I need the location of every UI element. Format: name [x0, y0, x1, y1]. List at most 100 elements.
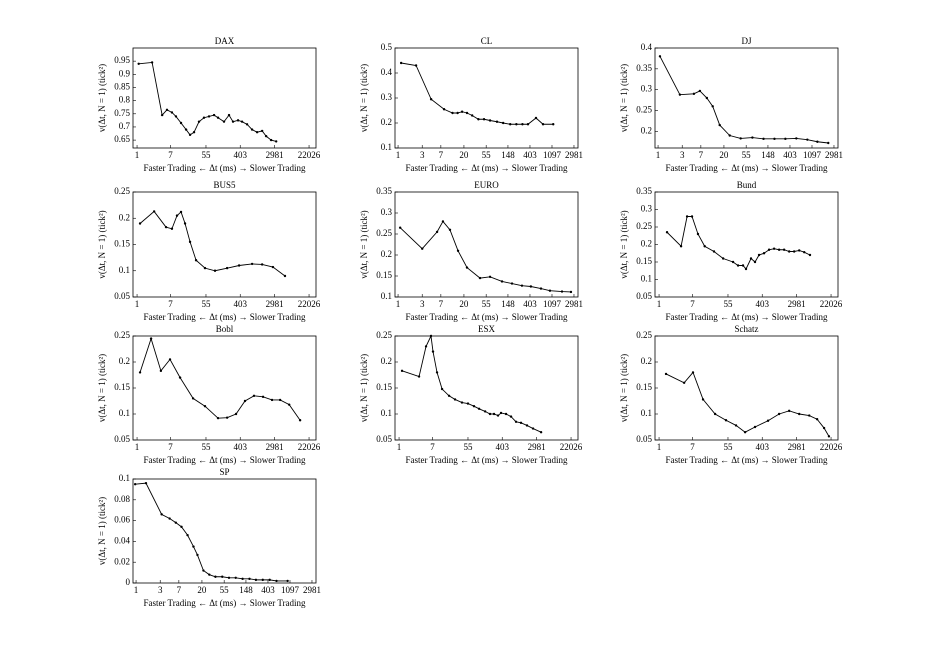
series-line — [399, 220, 571, 293]
x-tick-label: 22026 — [298, 299, 321, 309]
x-tick-label: 55 — [742, 150, 752, 160]
data-point — [213, 269, 217, 272]
data-point — [203, 405, 207, 408]
x-tick-label: 2981 — [565, 150, 583, 160]
y-tick-label: 0.2 — [641, 125, 652, 135]
x-tick-label: 55 — [201, 150, 211, 160]
y-tick-label: 0.75 — [114, 108, 130, 118]
data-point — [159, 369, 163, 373]
data-point — [216, 416, 220, 420]
data-point — [398, 226, 402, 229]
x-axis-label: Faster Trading ← Δt (ms) → Slower Tradin… — [665, 163, 828, 173]
panel-title: SP — [219, 467, 229, 477]
data-point — [138, 222, 142, 225]
x-axis-label: Faster Trading ← Δt (ms) → Slower Tradin… — [665, 312, 828, 322]
data-point — [165, 108, 169, 112]
data-point — [231, 120, 235, 123]
x-tick-label: 403 — [233, 299, 247, 309]
data-point — [808, 253, 812, 257]
data-point — [751, 136, 754, 139]
x-tick-label: 403 — [495, 442, 509, 452]
data-point — [260, 263, 264, 266]
y-tick-label: 0.2 — [381, 117, 392, 127]
y-tick-label: 0.3 — [641, 84, 653, 94]
y-tick-label: 0.25 — [376, 330, 392, 340]
x-tick-label: 403 — [523, 299, 537, 309]
x-tick-label: 3 — [420, 299, 425, 309]
x-tick-label: 2981 — [788, 299, 806, 309]
data-point — [160, 513, 163, 516]
data-point — [202, 116, 206, 119]
y-tick-label: 0.15 — [636, 256, 652, 266]
data-point — [274, 140, 278, 143]
axes-frame — [132, 47, 317, 149]
data-point — [144, 481, 148, 485]
data-point — [749, 257, 753, 260]
x-tick-label: 1 — [656, 150, 661, 160]
data-point — [772, 247, 776, 250]
data-point — [225, 416, 229, 419]
x-tick-label: 3 — [420, 150, 425, 160]
panel-title: DAX — [215, 36, 235, 46]
y-tick-label: 0.15 — [114, 239, 130, 249]
y-axis-label: v(Δt, N = 1) (tick²) — [619, 354, 629, 422]
data-point — [777, 248, 781, 251]
y-tick-label: 0.85 — [114, 82, 130, 92]
x-tick-label: 22026 — [820, 442, 843, 452]
y-tick-label: 0.3 — [381, 207, 393, 217]
data-point — [250, 262, 254, 266]
y-tick-label: 0.15 — [376, 382, 392, 392]
panel-title: Schatz — [735, 324, 759, 334]
data-point — [798, 249, 801, 252]
x-axis-label: Faster Trading ← Δt (ms) → Slower Tradin… — [665, 455, 828, 465]
data-point — [753, 260, 757, 264]
data-point — [180, 525, 183, 529]
data-point — [736, 264, 740, 267]
data-point — [539, 431, 543, 434]
data-point — [731, 260, 735, 264]
axes-frame — [654, 191, 839, 298]
data-point — [521, 123, 524, 126]
data-point — [252, 394, 256, 397]
data-point — [440, 387, 444, 391]
x-axis-label: Faster Trading ← Δt (ms) → Slower Tradin… — [143, 598, 306, 608]
data-point — [510, 282, 514, 285]
y-axis-label: v(Δt, N = 1) (tick²) — [619, 210, 629, 278]
data-point — [784, 137, 787, 141]
y-tick-label: 0.65 — [114, 134, 130, 144]
x-tick-label: 22026 — [820, 299, 843, 309]
x-tick-label: 403 — [233, 442, 247, 452]
data-point — [298, 419, 302, 422]
x-tick-label: 403 — [755, 442, 769, 452]
data-point — [465, 266, 469, 269]
x-tick-label: 55 — [201, 299, 211, 309]
data-point — [431, 350, 435, 353]
panel: ESX 1 7 55 403 2981 22026 0.05 0.1 0.15 0.2 0.25 Fas… — [359, 324, 583, 465]
x-tick-label: 2981 — [565, 299, 583, 309]
x-tick-label: 1 — [657, 299, 662, 309]
x-tick-label: 20 — [719, 150, 729, 160]
y-tick-label: 0.25 — [376, 228, 392, 238]
series-line — [139, 210, 286, 277]
x-tick-label: 20 — [459, 299, 469, 309]
data-point — [245, 123, 249, 126]
data-point — [234, 412, 238, 416]
panel: EURO 1 3 7 20 55 148 403 1097 2981 0.1 0.15 0.2 0.25 0… — [359, 180, 583, 322]
x-axis-label: Faster Trading ← Δt (ms) → Slower Tradin… — [143, 312, 306, 322]
y-axis-label: v(Δt, N = 1) (tick²) — [97, 210, 107, 278]
panel: BUS5 1 7 55 403 2981 22026 0.05 0.1 0.15 0.2 0.25 Fa… — [97, 180, 321, 322]
x-tick-label: 1097 — [803, 150, 822, 160]
data-point — [236, 119, 240, 122]
data-point — [718, 123, 721, 127]
data-point — [696, 232, 700, 236]
data-point — [816, 140, 819, 143]
x-axis-label: Faster Trading ← Δt (ms) → Slower Tradin… — [405, 163, 568, 173]
data-point — [762, 252, 766, 255]
y-tick-label: 0.25 — [114, 186, 130, 196]
x-tick-label: 1097 — [281, 585, 300, 595]
data-point — [488, 412, 492, 416]
y-tick-label: 0.2 — [381, 356, 392, 366]
x-tick-label: 1 — [134, 585, 139, 595]
data-point — [678, 93, 682, 96]
data-point — [400, 369, 404, 373]
